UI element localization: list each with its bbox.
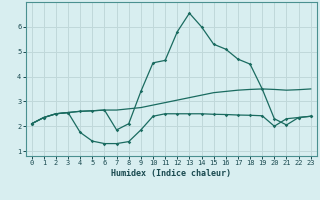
X-axis label: Humidex (Indice chaleur): Humidex (Indice chaleur) — [111, 169, 231, 178]
